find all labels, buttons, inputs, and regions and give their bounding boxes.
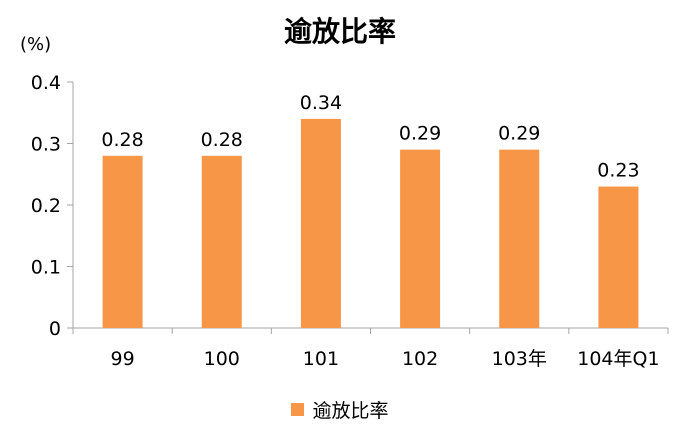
legend: 逾放比率	[0, 396, 680, 423]
x-tick-label: 103年	[492, 348, 547, 370]
x-tick-label: 102	[402, 348, 438, 370]
data-label: 0.34	[300, 92, 342, 114]
x-tick-label: 101	[303, 348, 339, 370]
legend-label: 逾放比率	[312, 400, 389, 422]
y-tick-label: 0.2	[31, 195, 61, 217]
y-tick-label: 0.3	[31, 134, 61, 156]
x-tick-label: 104年Q1	[577, 348, 659, 370]
bar-103年	[499, 149, 540, 328]
x-tick-label: 100	[204, 348, 240, 370]
chart-title: 逾放比率	[283, 15, 396, 48]
data-label: 0.29	[399, 123, 441, 145]
y-tick-label: 0	[49, 318, 61, 340]
x-tick-label: 99	[110, 348, 134, 370]
bar-99	[102, 155, 143, 328]
bar-100	[201, 155, 242, 328]
bar-104年Q1	[598, 186, 639, 328]
bar-101	[300, 118, 341, 329]
data-label: 0.29	[498, 123, 540, 145]
data-label: 0.28	[201, 129, 243, 151]
y-tick-label: 0.1	[31, 257, 61, 279]
data-label: 0.28	[101, 129, 143, 151]
legend-swatch	[291, 403, 305, 416]
y-axis-unit-label: (%)	[20, 34, 52, 55]
y-tick-label: 0.4	[31, 72, 61, 94]
data-label: 0.23	[597, 160, 639, 182]
bar-102	[400, 149, 441, 328]
